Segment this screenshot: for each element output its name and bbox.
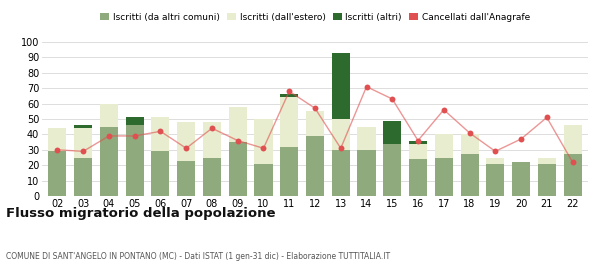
Bar	[177, 160, 195, 196]
Bar	[126, 118, 144, 125]
Bar	[100, 127, 118, 196]
Point	[259, 146, 268, 151]
Point	[568, 160, 577, 164]
Bar	[229, 107, 247, 142]
Bar	[229, 142, 247, 196]
Point	[516, 137, 526, 141]
Bar	[280, 94, 298, 97]
Point	[413, 138, 423, 143]
Point	[439, 108, 449, 112]
Bar	[461, 155, 479, 196]
Point	[104, 134, 114, 138]
Bar	[358, 127, 376, 150]
Bar	[74, 128, 92, 157]
Bar	[332, 53, 350, 119]
Point	[284, 89, 294, 94]
Bar	[254, 164, 272, 196]
Bar	[512, 162, 530, 196]
Bar	[203, 157, 221, 196]
Bar	[486, 157, 504, 164]
Bar	[49, 151, 67, 196]
Bar	[126, 125, 144, 196]
Point	[130, 134, 140, 138]
Bar	[254, 119, 272, 164]
Point	[207, 126, 217, 130]
Bar	[435, 157, 453, 196]
Bar	[538, 157, 556, 164]
Text: Flusso migratorio della popolazione: Flusso migratorio della popolazione	[6, 207, 275, 220]
Bar	[409, 144, 427, 159]
Point	[181, 146, 191, 151]
Bar	[151, 118, 169, 151]
Bar	[409, 141, 427, 144]
Bar	[280, 147, 298, 196]
Bar	[563, 125, 581, 155]
Bar	[461, 134, 479, 155]
Point	[53, 148, 62, 152]
Point	[155, 129, 165, 134]
Bar	[332, 119, 350, 150]
Bar	[383, 144, 401, 196]
Bar	[100, 104, 118, 127]
Bar	[203, 122, 221, 157]
Bar	[332, 150, 350, 196]
Bar	[358, 150, 376, 196]
Bar	[177, 122, 195, 160]
Point	[388, 97, 397, 101]
Point	[233, 138, 242, 143]
Point	[542, 115, 551, 120]
Bar	[383, 120, 401, 144]
Bar	[151, 151, 169, 196]
Bar	[435, 134, 453, 157]
Point	[336, 146, 346, 151]
Bar	[409, 159, 427, 196]
Text: COMUNE DI SANT'ANGELO IN PONTANO (MC) - Dati ISTAT (1 gen-31 dic) - Elaborazione: COMUNE DI SANT'ANGELO IN PONTANO (MC) - …	[6, 252, 390, 261]
Bar	[49, 128, 67, 151]
Point	[79, 149, 88, 153]
Point	[465, 130, 475, 135]
Bar	[563, 155, 581, 196]
Bar	[306, 136, 324, 196]
Point	[310, 106, 320, 110]
Bar	[306, 111, 324, 136]
Bar	[280, 97, 298, 147]
Legend: Iscritti (da altri comuni), Iscritti (dall'estero), Iscritti (altri), Cancellati: Iscritti (da altri comuni), Iscritti (da…	[100, 13, 530, 22]
Point	[362, 84, 371, 89]
Point	[490, 149, 500, 153]
Bar	[74, 125, 92, 128]
Bar	[538, 164, 556, 196]
Bar	[486, 164, 504, 196]
Bar	[74, 157, 92, 196]
